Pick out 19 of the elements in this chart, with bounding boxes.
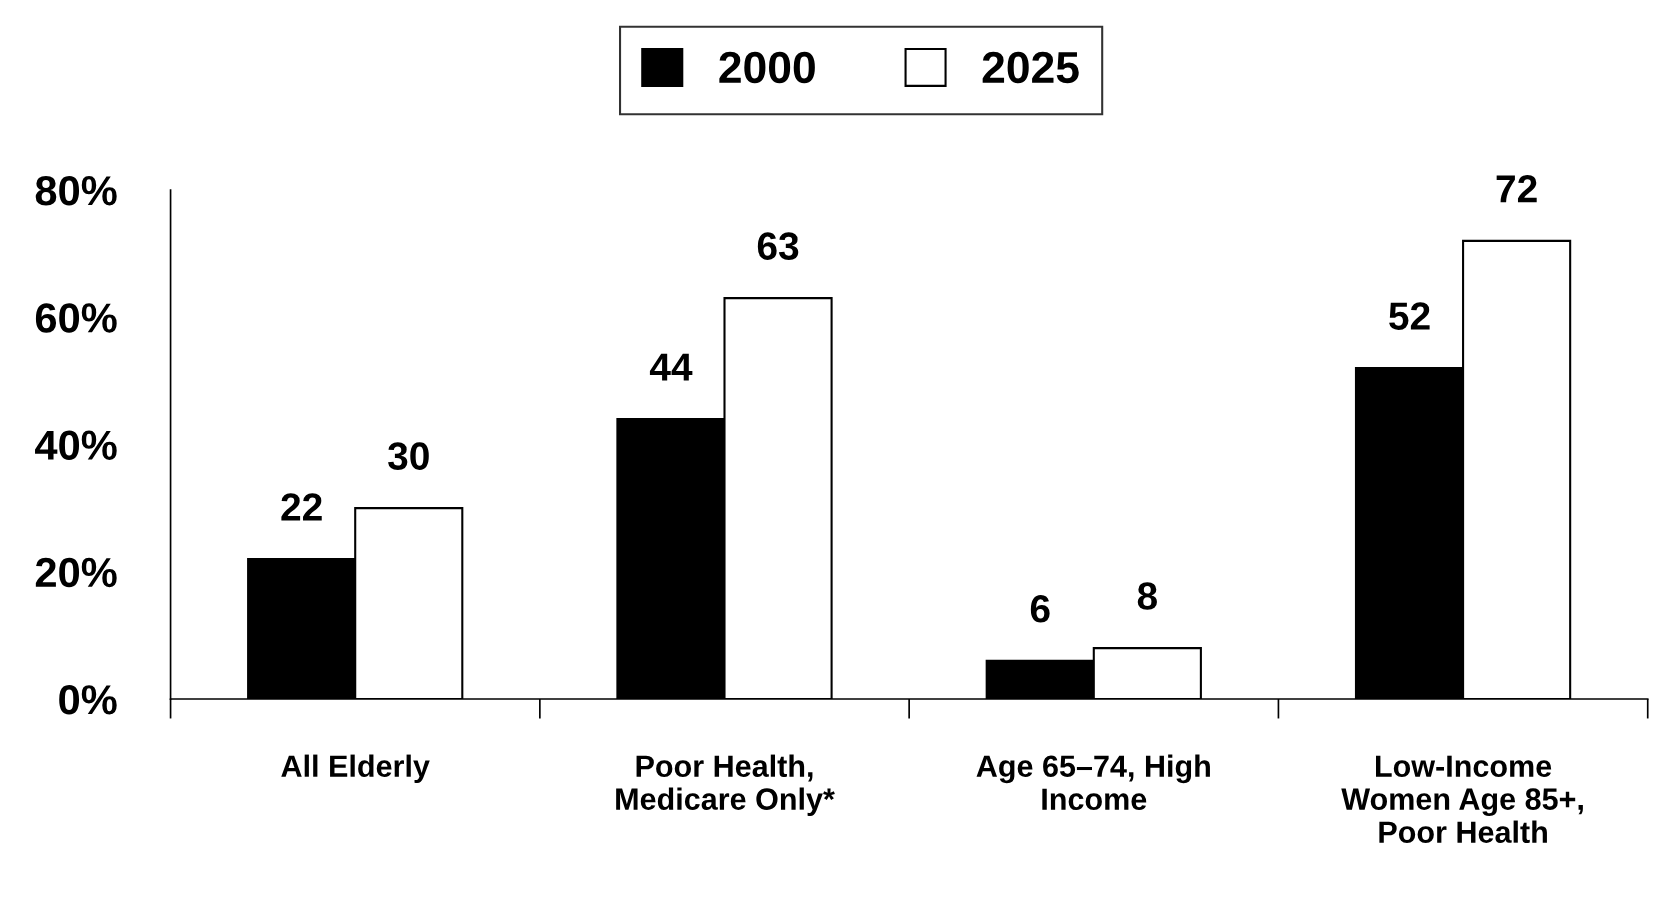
x-tick-label: All Elderly [281, 754, 430, 784]
y-tick-label: 80% [35, 175, 117, 206]
y-tick-label: 0% [59, 685, 117, 715]
legend-label: 2025 [982, 51, 1079, 84]
data-label: 22 [281, 493, 322, 521]
data-label: 30 [388, 442, 429, 470]
data-label: 44 [649, 353, 693, 381]
y-tick-label: 40% [35, 430, 117, 461]
x-tick-label: Poor Health, Medicare Only* [616, 754, 835, 816]
y-tick-label: 20% [35, 557, 117, 588]
data-label: 6 [1030, 595, 1050, 623]
y-tick-label: 60% [35, 303, 117, 333]
data-label: 63 [757, 232, 799, 260]
data-label: 8 [1137, 582, 1157, 610]
legend-label: 2000 [719, 51, 815, 84]
x-tick-label: Age 65–74, High Income [976, 754, 1210, 811]
x-tick-label: Low-Income Women Age 85+, Poor Health [1341, 755, 1583, 843]
data-label: 72 [1496, 175, 1537, 203]
data-label: 52 [1389, 302, 1430, 330]
